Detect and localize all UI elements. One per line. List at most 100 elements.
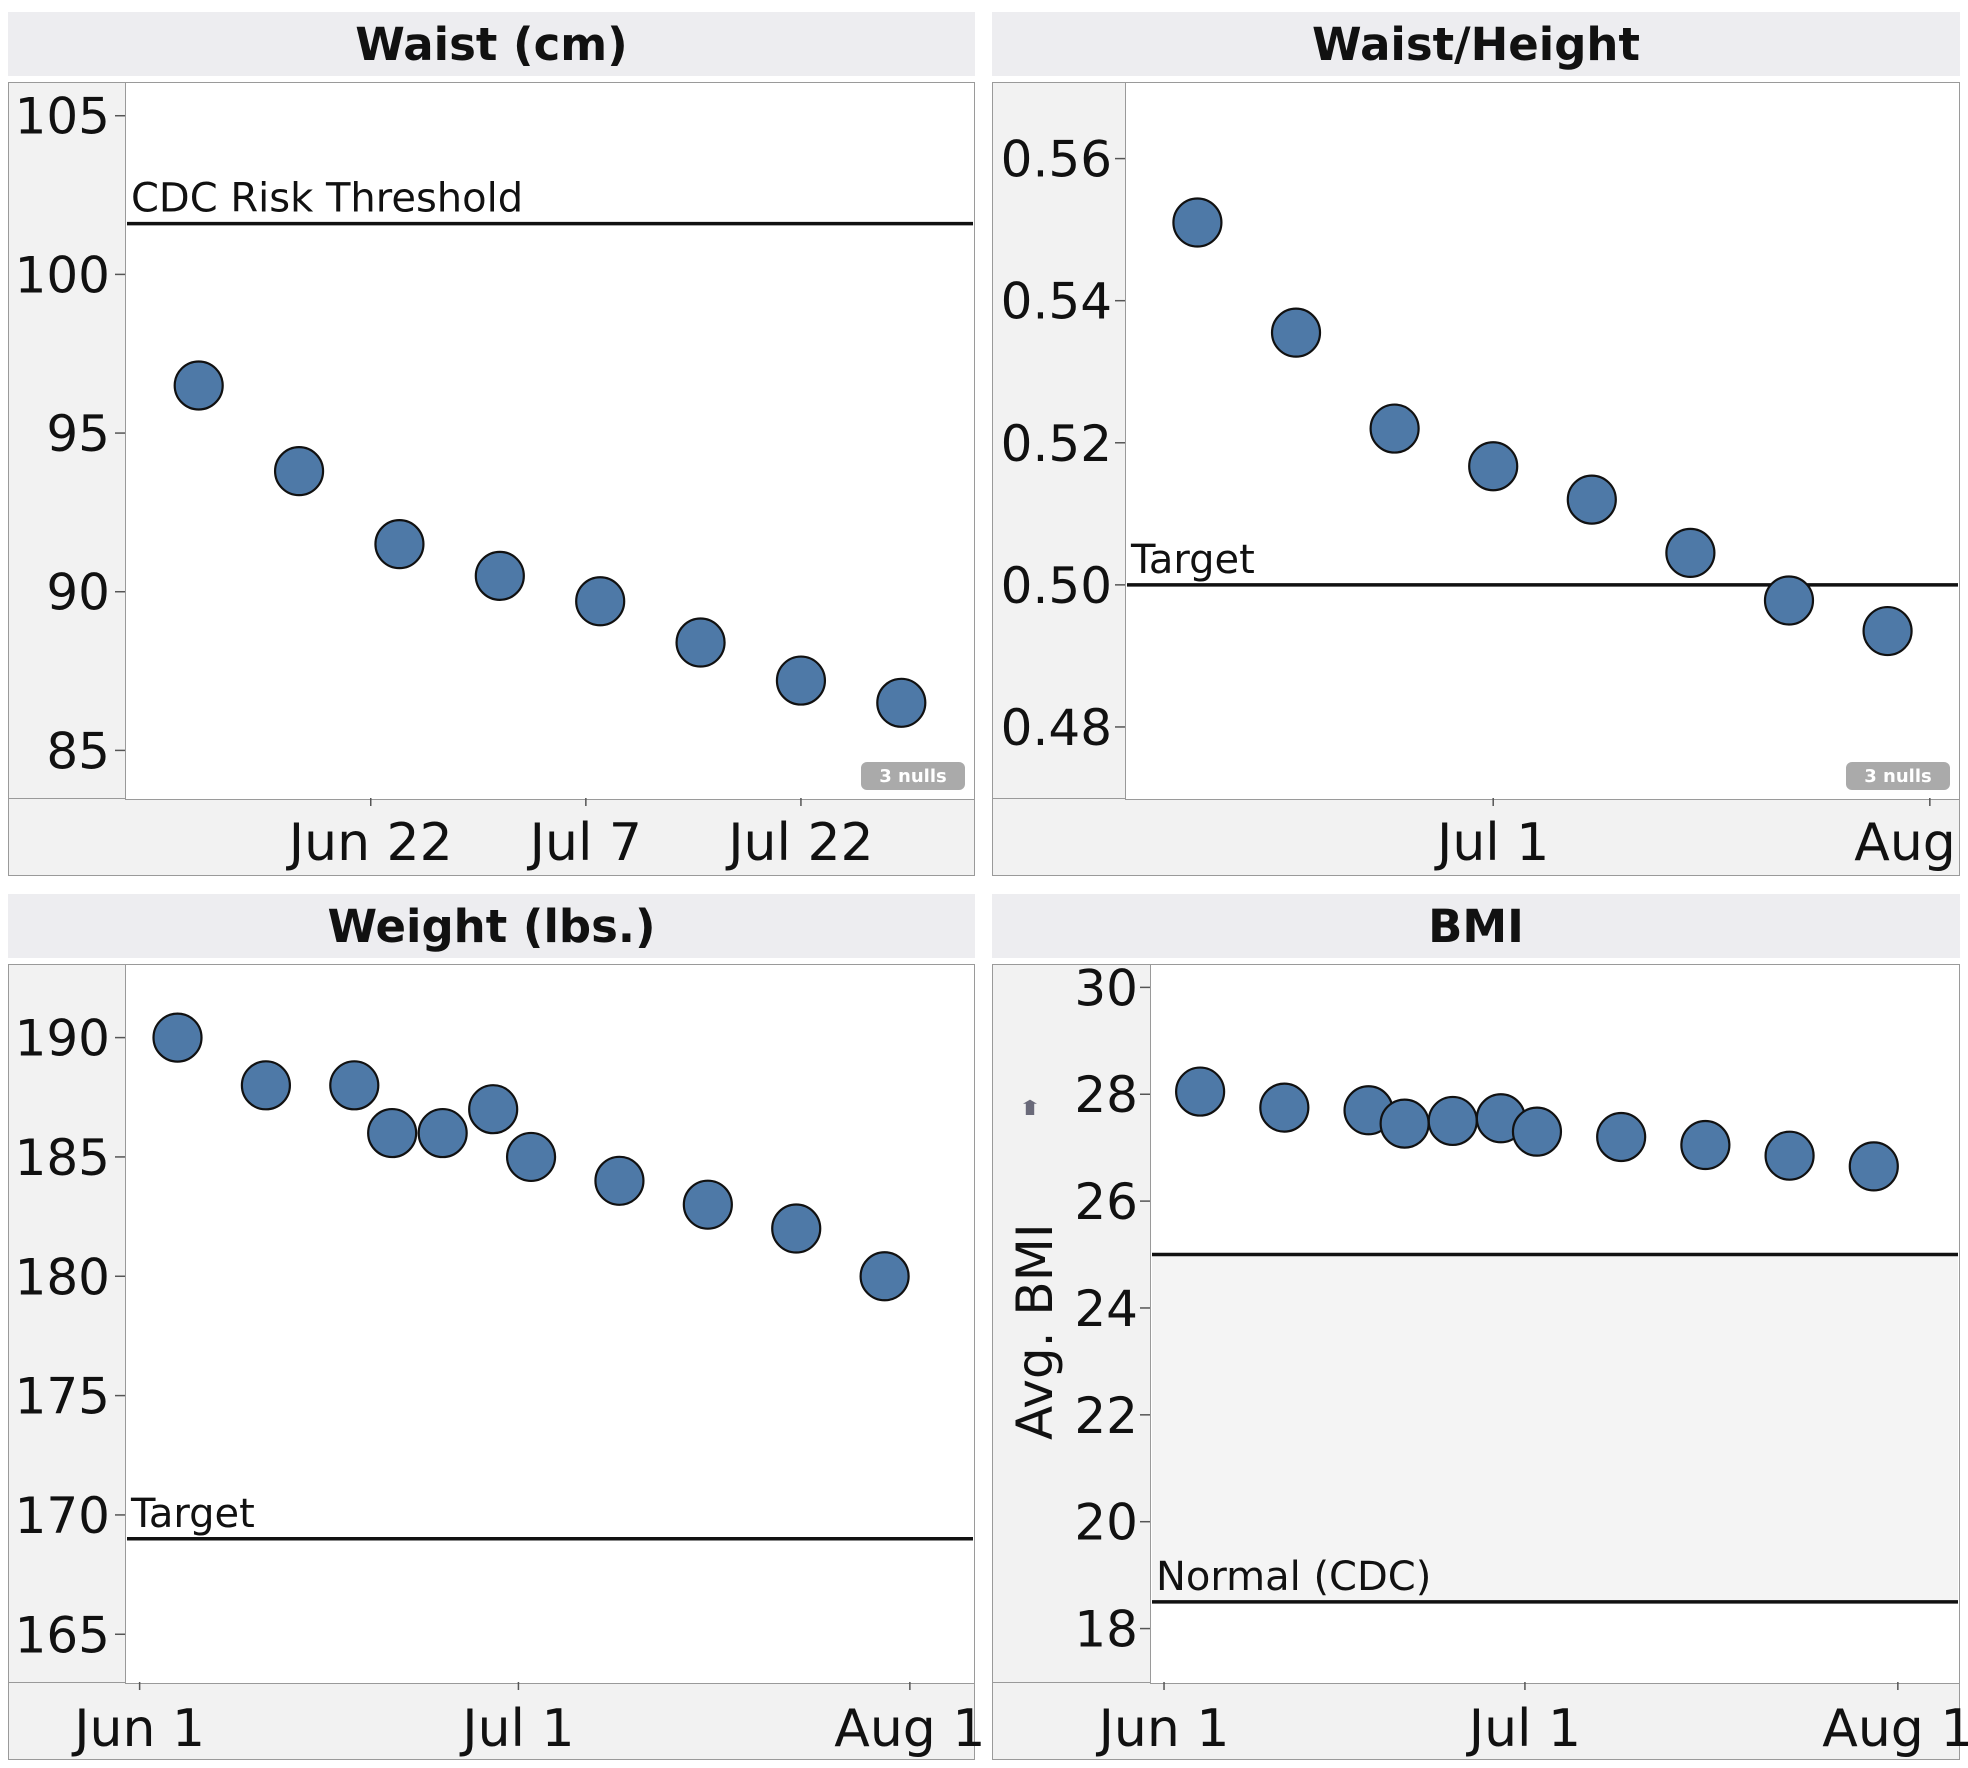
data-point[interactable] [594, 1155, 645, 1206]
y-axis-title-text: Avg. BMI [1006, 1223, 1064, 1440]
y-tick-label: 85 [46, 722, 110, 780]
y-tick-label: 28 [1074, 1066, 1138, 1124]
panel-title-text: Waist/Height [1312, 17, 1640, 71]
y-tick-label: 95 [46, 405, 110, 463]
plot-area-waist-height [1125, 82, 1960, 800]
y-tick-label: 0.52 [1001, 415, 1112, 473]
data-point[interactable] [367, 1107, 418, 1159]
data-point[interactable] [1270, 307, 1322, 358]
reference-line-label: Target [1130, 537, 1255, 583]
y-tick-label: 165 [15, 1606, 110, 1664]
data-point[interactable] [1680, 1119, 1731, 1171]
chart-waist_height: Target 0.48 0.50 0.52 0.54 0.56 Jul 1 Aug 1 3 nu… [1001, 131, 1968, 873]
data-point[interactable] [876, 677, 927, 728]
x-tick-label: Jun 1 [1096, 1699, 1230, 1759]
data-point[interactable] [1511, 1106, 1563, 1157]
x-tick-label: Jun 1 [71, 1699, 205, 1759]
null-count-badge-label: 3 nulls [879, 766, 946, 787]
y-tick-label: 24 [1074, 1280, 1138, 1338]
null-count-badge[interactable] [861, 762, 965, 790]
data-point[interactable] [1175, 1066, 1226, 1117]
data-point[interactable] [775, 655, 827, 706]
data-point[interactable] [173, 360, 224, 411]
x-tick-label: Aug 1 [834, 1699, 985, 1759]
data-point[interactable] [771, 1203, 822, 1254]
data-point[interactable] [575, 576, 626, 627]
reference-line-label: Normal (CDC) [1156, 1554, 1431, 1600]
data-point[interactable] [474, 550, 525, 601]
data-point[interactable] [1862, 605, 1913, 657]
x-tick-label: Jul 1 [459, 1699, 574, 1759]
data-point[interactable] [417, 1107, 468, 1159]
pin-icon [1023, 1099, 1037, 1115]
y-tick-label: 185 [15, 1129, 110, 1187]
data-point[interactable] [152, 1012, 203, 1063]
y-axis-area-weight [8, 964, 127, 1684]
panel-title-text: Waist (cm) [355, 17, 628, 71]
null-count-badge[interactable] [1846, 762, 1950, 790]
data-point[interactable] [1379, 1098, 1430, 1149]
y-tick-label: 190 [15, 1010, 110, 1068]
x-tick-label: Jul 1 [1434, 813, 1549, 873]
y-tick-label: 0.50 [1001, 557, 1112, 615]
data-point[interactable] [273, 446, 325, 497]
y-axis-area-bmi [992, 964, 1152, 1684]
data-point[interactable] [1848, 1141, 1899, 1192]
data-point[interactable] [329, 1060, 380, 1111]
null-count-badge-label: 3 nulls [1864, 766, 1931, 787]
y-axis-area-waist-height [992, 82, 1127, 800]
y-axis-area-waist [8, 82, 127, 800]
data-point[interactable] [240, 1060, 291, 1111]
x-tick-label: Jun 22 [286, 813, 453, 873]
chart-waist: CDC Risk Threshold 85 90 95 100 105 Jun 22 Jul … [15, 88, 973, 873]
x-tick-label: Jul 7 [527, 813, 642, 873]
y-tick-label: 170 [15, 1487, 110, 1545]
y-tick-label: 26 [1074, 1173, 1138, 1231]
data-point[interactable] [1172, 197, 1223, 248]
y-tick-label: 30 [1074, 959, 1138, 1017]
x-tick-label: Jul 22 [725, 813, 873, 873]
y-tick-label: 20 [1074, 1494, 1138, 1552]
y-tick-label: 22 [1074, 1387, 1138, 1445]
reference-line-label: CDC Risk Threshold [131, 176, 523, 222]
data-point[interactable] [1259, 1082, 1310, 1133]
y-tick-label: 0.54 [1001, 273, 1112, 331]
y-axis-title-bmi: Avg. BMI [1006, 1099, 1064, 1440]
data-point[interactable] [859, 1251, 910, 1302]
data-point[interactable] [1764, 1130, 1815, 1181]
y-tick-label: 0.48 [1001, 699, 1112, 757]
panel-title-text: BMI [1428, 899, 1524, 953]
data-point[interactable] [1763, 575, 1815, 626]
x-tick-label: Aug 1 [1854, 813, 1968, 873]
data-point[interactable] [1468, 441, 1519, 492]
data-point[interactable] [1596, 1111, 1647, 1163]
reference-line-label: Target [130, 1491, 255, 1537]
y-tick-label: 0.56 [1001, 131, 1112, 189]
plot-area-waist [125, 82, 975, 800]
panel-title-waist: Waist (cm) [8, 12, 975, 76]
data-point[interactable] [1369, 403, 1420, 454]
data-point[interactable] [1427, 1095, 1478, 1147]
data-point[interactable] [374, 519, 425, 570]
y-tick-label: 105 [15, 88, 110, 146]
data-point[interactable] [1566, 474, 1617, 525]
y-tick-label: 100 [15, 246, 110, 304]
data-point[interactable] [468, 1084, 519, 1135]
y-tick-label: 18 [1074, 1601, 1138, 1659]
chart-weight: Target 165 170 175 180 185 190 Jun 1 Jul 1 Aug 1 [15, 1010, 986, 1759]
x-axis-area-bmi [992, 1682, 1960, 1760]
y-tick-label: 90 [46, 564, 110, 622]
y-tick-label: 175 [15, 1368, 110, 1426]
data-point[interactable] [505, 1131, 557, 1183]
reference-band [1152, 1254, 1958, 1602]
x-tick-label: Aug 1 [1822, 1699, 1968, 1759]
data-point[interactable] [675, 617, 726, 668]
data-point[interactable] [682, 1179, 733, 1230]
panel-title-waist-height: Waist/Height [992, 12, 1960, 76]
data-point[interactable] [1665, 527, 1716, 578]
panel-title-weight: Weight (lbs.) [8, 894, 975, 958]
x-axis-area-waist [8, 798, 975, 876]
x-tick-label: Jul 1 [1466, 1699, 1581, 1759]
panel-title-bmi: BMI [992, 894, 1960, 958]
